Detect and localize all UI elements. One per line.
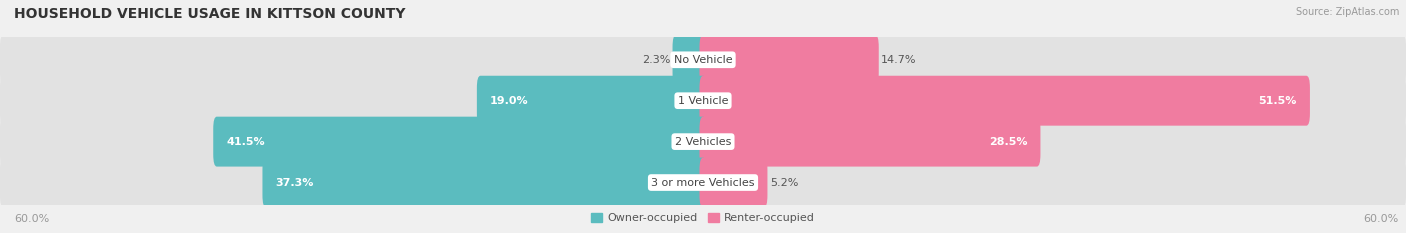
Text: 60.0%: 60.0%: [14, 214, 49, 224]
FancyBboxPatch shape: [214, 117, 707, 167]
Text: HOUSEHOLD VEHICLE USAGE IN KITTSON COUNTY: HOUSEHOLD VEHICLE USAGE IN KITTSON COUNT…: [14, 7, 405, 21]
Text: 41.5%: 41.5%: [226, 137, 264, 147]
Text: No Vehicle: No Vehicle: [673, 55, 733, 65]
Text: Source: ZipAtlas.com: Source: ZipAtlas.com: [1295, 7, 1399, 17]
FancyBboxPatch shape: [0, 76, 1406, 126]
FancyBboxPatch shape: [700, 76, 1310, 126]
Text: 2.3%: 2.3%: [641, 55, 671, 65]
Text: 5.2%: 5.2%: [770, 178, 799, 188]
FancyBboxPatch shape: [672, 35, 707, 85]
Text: 2 Vehicles: 2 Vehicles: [675, 137, 731, 147]
Text: 1 Vehicle: 1 Vehicle: [678, 96, 728, 106]
Legend: Owner-occupied, Renter-occupied: Owner-occupied, Renter-occupied: [586, 208, 820, 227]
Text: 51.5%: 51.5%: [1258, 96, 1298, 106]
FancyBboxPatch shape: [700, 158, 768, 208]
Text: 14.7%: 14.7%: [882, 55, 917, 65]
Text: 28.5%: 28.5%: [988, 137, 1028, 147]
FancyBboxPatch shape: [700, 117, 1040, 167]
FancyBboxPatch shape: [0, 158, 1406, 208]
FancyBboxPatch shape: [700, 35, 879, 85]
Text: 37.3%: 37.3%: [276, 178, 314, 188]
Text: 3 or more Vehicles: 3 or more Vehicles: [651, 178, 755, 188]
FancyBboxPatch shape: [0, 117, 1406, 167]
FancyBboxPatch shape: [477, 76, 707, 126]
FancyBboxPatch shape: [0, 35, 1406, 85]
Text: 19.0%: 19.0%: [489, 96, 529, 106]
FancyBboxPatch shape: [263, 158, 707, 208]
Text: 60.0%: 60.0%: [1364, 214, 1399, 224]
